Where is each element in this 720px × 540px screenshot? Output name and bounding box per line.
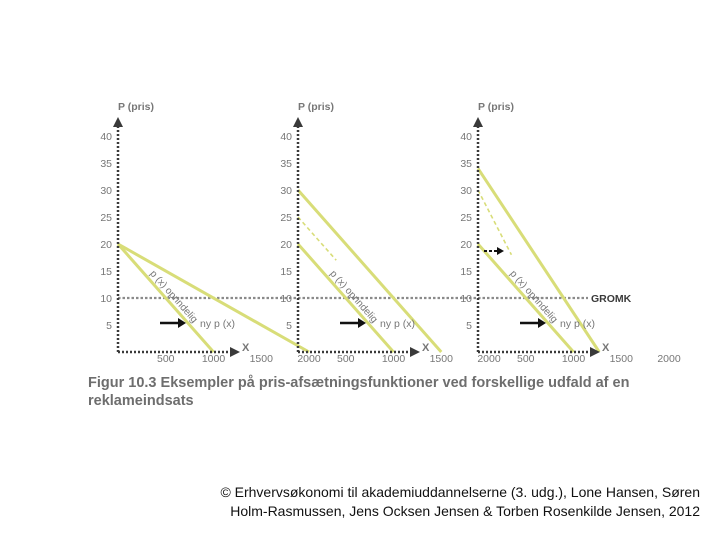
x-tick-label: 1000 — [382, 353, 406, 365]
y-tick-label: 5 — [286, 320, 292, 332]
y-tick-label: 35 — [460, 158, 472, 170]
curve-label-original: p (x) oprindelig — [327, 268, 379, 325]
hline-label: GROMK — [591, 293, 632, 305]
y-tick-label: 20 — [100, 239, 112, 251]
curve-label-new: ny p (x) — [200, 318, 235, 330]
shift-arrow-head — [358, 318, 366, 328]
curve-label-new: ny p (x) — [560, 318, 595, 330]
figure-10-3: GROMK P (pris) X 5 10 15 20 25 30 35 40 500 1000 1500… — [100, 101, 681, 365]
x-axis-label: X — [422, 342, 430, 354]
x-tick-label: 2000 — [477, 353, 501, 365]
x-tick-label: 1000 — [202, 353, 226, 365]
copyright-notice: © Erhvervsøkonomi til akademiuddannelser… — [150, 483, 700, 521]
y-tick-label: 5 — [466, 320, 472, 332]
x-tick-label: 1500 — [250, 353, 274, 365]
y-tick-label: 40 — [460, 131, 472, 143]
x-tick-label: 2000 — [297, 353, 321, 365]
x-tick-label: 500 — [157, 353, 175, 365]
series-line-1 — [296, 243, 395, 353]
y-tick-label: 35 — [100, 158, 112, 170]
shift-arrow-head — [538, 318, 546, 328]
shift-arrow-head — [178, 318, 186, 328]
y-tick-label: 25 — [460, 212, 472, 224]
x-tick-label: 500 — [517, 353, 535, 365]
y-axis-arrow — [473, 117, 483, 127]
x-tick-label: 2000 — [657, 353, 681, 365]
series-line-2 — [476, 167, 601, 353]
figure-caption: Figur 10.3 Eksempler på pris-afsætningsf… — [88, 375, 630, 409]
y-tick-label: 30 — [100, 185, 112, 197]
x-axis-arrow — [230, 347, 240, 357]
curve-label-new: ny p (x) — [380, 318, 415, 330]
x-tick-label: 1500 — [610, 353, 634, 365]
series-line-2 — [117, 242, 310, 354]
y-tick-label: 25 — [280, 212, 292, 224]
y-tick-label: 40 — [280, 131, 292, 143]
x-axis-arrow — [590, 347, 600, 357]
x-axis-label: X — [602, 342, 610, 354]
y-tick-label: 20 — [460, 239, 472, 251]
x-tick-label: 1500 — [430, 353, 454, 365]
y-tick-label: 5 — [106, 320, 112, 332]
y-tick-label: 35 — [280, 158, 292, 170]
panel-2: P (pris) X 5 10 15 20 25 30 35 40 500 1000 1500 2000 p… — [280, 101, 501, 365]
y-tick-label: 25 — [100, 212, 112, 224]
x-axis-arrow — [410, 347, 420, 357]
series-line-1 — [116, 243, 215, 353]
y-tick-label: 15 — [280, 266, 292, 278]
y-tick-label: 30 — [460, 185, 472, 197]
y-axis-label: P (pris) — [118, 101, 154, 113]
y-axis-arrow — [113, 117, 123, 127]
copyright-line-1: © Erhvervsøkonomi til akademiuddannelser… — [220, 484, 700, 500]
y-axis-label: P (pris) — [478, 101, 514, 113]
y-tick-label: 15 — [460, 266, 472, 278]
y-tick-label: 20 — [280, 239, 292, 251]
x-axis-label: X — [242, 342, 250, 354]
y-tick-label: 10 — [100, 293, 112, 305]
series-line-3 — [477, 189, 513, 256]
y-axis-label: P (pris) — [298, 101, 334, 113]
y-axis-arrow — [293, 117, 303, 127]
series-line-3 — [297, 216, 337, 261]
y-tick-label: 40 — [100, 131, 112, 143]
copyright-line-2: Holm-Rasmussen, Jens Ocksen Jensen & Tor… — [230, 503, 700, 519]
curve-label-original: p (x) oprindelig — [507, 268, 559, 325]
panel-3: P (pris) X 5 10 15 20 25 30 35 40 500 1000 1500 2000 p… — [460, 101, 681, 365]
series-line-2 — [296, 189, 443, 353]
y-tick-label: 10 — [460, 293, 472, 305]
y-tick-label: 10 — [280, 293, 292, 305]
x-tick-label: 1000 — [562, 353, 586, 365]
x-tick-label: 500 — [337, 353, 355, 365]
y-tick-label: 30 — [280, 185, 292, 197]
shift-arrow-small-head — [497, 247, 504, 255]
y-tick-label: 15 — [100, 266, 112, 278]
series-line-1 — [476, 243, 575, 353]
